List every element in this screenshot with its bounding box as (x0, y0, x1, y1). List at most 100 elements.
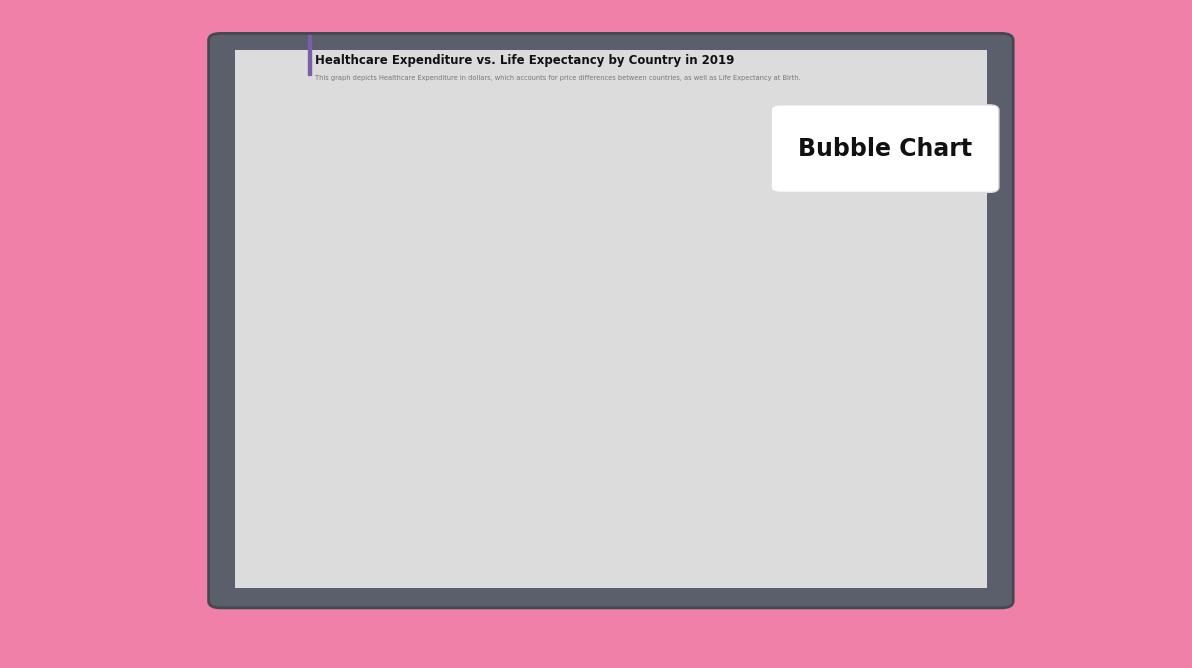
Point (437, 400, 457, 411)
Point (639, 226, 658, 237)
Point (466, 313, 485, 324)
Point (493, 346, 513, 357)
Point (647, 237, 666, 248)
Point (592, 373, 611, 383)
Point (600, 281, 619, 291)
Y-axis label: Life Expectancy at birth(Year): Life Expectancy at birth(Year) (271, 257, 279, 391)
Point (699, 216, 718, 226)
Point (437, 313, 457, 324)
Point (809, 156, 828, 166)
Point (619, 237, 638, 248)
Point (592, 270, 611, 281)
Point (756, 183, 775, 194)
Point (451, 335, 470, 345)
Point (663, 219, 682, 230)
Point (386, 270, 405, 281)
Point (461, 351, 480, 362)
Point (592, 230, 611, 240)
Point (600, 313, 619, 324)
Point (619, 351, 638, 362)
Point (577, 281, 596, 291)
Point (670, 226, 689, 237)
Point (529, 289, 548, 299)
Point (737, 183, 756, 194)
Point (769, 167, 788, 178)
Point (629, 237, 648, 248)
Point (346, 480, 365, 490)
Point (740, 178, 759, 188)
Legend: Asia, Africa, Europe, South America, North America, Oceania: Asia, Africa, Europe, South America, Nor… (492, 37, 771, 52)
Point (523, 291, 542, 302)
Point (839, 156, 858, 166)
Point (472, 367, 491, 378)
Point (457, 373, 476, 383)
Point (336, 476, 355, 487)
Point (571, 281, 590, 291)
Point (756, 183, 775, 194)
Point (592, 275, 611, 286)
Point (619, 254, 638, 265)
Point (801, 161, 820, 172)
Point (809, 167, 828, 178)
Point (825, 150, 844, 161)
Point (577, 254, 596, 265)
Point (536, 476, 555, 487)
Point (619, 332, 638, 343)
Point (656, 232, 675, 242)
Point (688, 216, 707, 226)
Point (411, 384, 430, 395)
Point (774, 164, 793, 175)
Point (466, 349, 485, 360)
Point (708, 194, 727, 204)
Point (548, 281, 567, 291)
Point (358, 357, 377, 367)
Point (639, 237, 658, 248)
Point (746, 176, 765, 186)
Text: This graph depicts Healthcare Expenditure in dollars, which accounts for price d: This graph depicts Healthcare Expenditur… (315, 75, 800, 81)
Point (683, 204, 702, 215)
Point (663, 226, 682, 237)
Point (477, 378, 496, 389)
Point (639, 237, 658, 248)
Point (851, 154, 870, 164)
Point (791, 156, 811, 166)
Point (445, 378, 464, 389)
Point (508, 327, 527, 338)
Point (441, 411, 460, 422)
Point (386, 373, 405, 383)
Point (600, 237, 619, 248)
Point (364, 378, 383, 389)
Point (397, 375, 416, 386)
Point (801, 154, 820, 164)
Point (861, 161, 880, 172)
Point (756, 172, 775, 183)
Point (304, 400, 323, 411)
Point (676, 216, 695, 226)
Point (536, 281, 555, 291)
Point (466, 291, 485, 302)
Point (880, 172, 899, 183)
Point (402, 332, 421, 343)
Point (769, 172, 788, 183)
Point (406, 327, 426, 338)
Point (501, 351, 520, 362)
Point (718, 188, 737, 199)
Point (548, 346, 567, 357)
Point (781, 161, 800, 172)
Point (791, 167, 811, 178)
Point (688, 216, 707, 226)
Point (629, 245, 648, 256)
Point (730, 190, 749, 201)
Point (551, 284, 570, 295)
Point (607, 335, 626, 345)
Point (577, 226, 596, 237)
Point (607, 259, 626, 270)
Point (721, 204, 740, 215)
Point (699, 351, 718, 362)
Point (647, 226, 666, 237)
Point (423, 324, 442, 335)
Point (619, 226, 638, 237)
Point (629, 234, 648, 244)
Point (607, 248, 626, 259)
Point (670, 216, 689, 226)
